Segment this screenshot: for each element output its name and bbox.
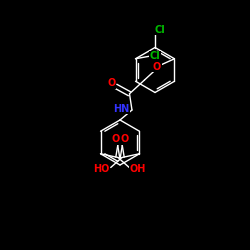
Text: Cl: Cl xyxy=(150,51,160,61)
Text: O: O xyxy=(112,134,120,144)
Text: Cl: Cl xyxy=(154,25,165,35)
Text: O: O xyxy=(120,134,128,144)
Text: HO: HO xyxy=(93,164,110,174)
Text: O: O xyxy=(153,62,161,72)
Text: O: O xyxy=(107,78,115,88)
Text: HN: HN xyxy=(113,104,130,114)
Text: OH: OH xyxy=(130,164,146,174)
